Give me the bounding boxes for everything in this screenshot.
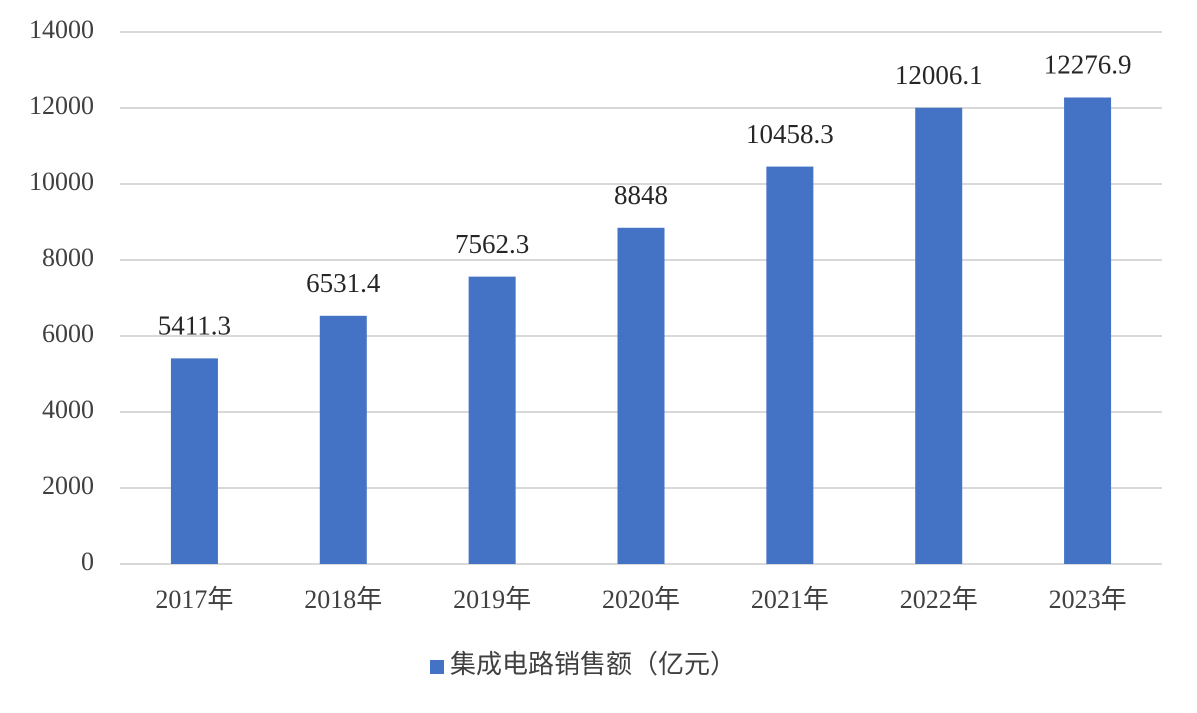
bar	[766, 166, 814, 564]
y-tick-label: 10000	[29, 167, 94, 196]
x-tick-label: 2023年	[1049, 585, 1127, 614]
y-tick-label: 14000	[29, 15, 94, 44]
legend-label: 集成电路销售额（亿元）	[450, 650, 736, 679]
bar	[617, 227, 665, 564]
x-tick-label: 2017年	[155, 585, 233, 614]
bar	[319, 315, 367, 564]
legend: 集成电路销售额（亿元）	[430, 650, 736, 679]
x-tick-label: 2019年	[453, 585, 531, 614]
y-tick-label: 0	[81, 547, 94, 576]
x-tick-label: 2020年	[602, 585, 680, 614]
value-label: 12006.1	[895, 60, 983, 90]
value-label: 6531.4	[306, 268, 381, 298]
value-label: 12276.9	[1044, 50, 1132, 80]
value-label: 7562.3	[455, 229, 529, 259]
x-tick-label: 2021年	[751, 585, 829, 614]
y-tick-label: 12000	[29, 91, 94, 120]
x-tick-label: 2018年	[304, 585, 382, 614]
value-label: 8848	[614, 180, 668, 210]
legend-swatch	[430, 660, 444, 674]
y-tick-label: 4000	[42, 395, 94, 424]
value-label: 10458.3	[746, 119, 834, 149]
y-tick-label: 8000	[42, 243, 94, 272]
y-tick-label: 2000	[42, 471, 94, 500]
bar	[915, 107, 963, 565]
bar	[170, 358, 218, 564]
bar	[1064, 97, 1112, 565]
bar	[468, 276, 516, 564]
x-tick-label: 2022年	[900, 585, 978, 614]
y-tick-label: 6000	[42, 319, 94, 348]
value-label: 5411.3	[158, 311, 231, 341]
